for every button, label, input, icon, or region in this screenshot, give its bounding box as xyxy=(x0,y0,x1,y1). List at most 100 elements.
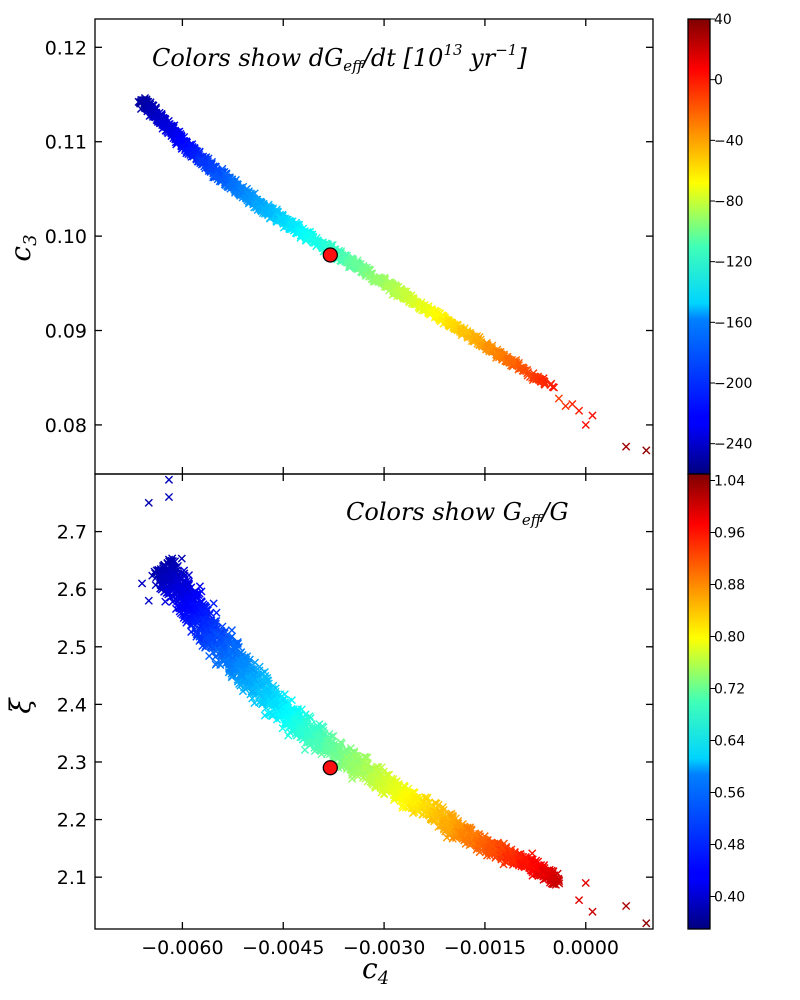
bottom-band-point xyxy=(209,599,218,608)
bottom-band-point xyxy=(250,675,259,684)
bottom-band-point xyxy=(342,752,351,762)
top-band-point xyxy=(392,288,401,297)
top-band-point xyxy=(497,353,507,362)
top-band-point xyxy=(178,141,187,151)
top-band-point xyxy=(492,351,502,360)
top-band-point xyxy=(200,156,209,166)
bottom-band-point xyxy=(218,622,227,631)
bottom-band-point xyxy=(170,557,180,566)
top-cb-tick-label: −160 xyxy=(714,315,752,331)
bottom-band-point xyxy=(271,687,280,696)
bottom-band-point xyxy=(157,585,166,594)
bottom-band-point xyxy=(161,597,170,606)
bottom-cb-tick-label: 0.40 xyxy=(714,890,745,906)
bottom-band-point xyxy=(228,653,237,662)
bottom-band-point xyxy=(191,603,200,612)
bottom-band-point xyxy=(180,569,189,578)
bottom-band-point xyxy=(183,616,192,625)
bottom-band-point xyxy=(195,582,205,591)
bottom-cb-tick-label: 0.48 xyxy=(714,838,745,854)
top-outlier-point xyxy=(622,442,631,451)
top-ytick-label: 0.11 xyxy=(45,132,87,154)
top-band-point xyxy=(217,174,226,184)
top-highlight-marker xyxy=(322,247,338,263)
x-axis-label: c4 xyxy=(362,952,389,989)
bottom-band-point xyxy=(361,764,370,773)
top-band-point xyxy=(222,172,231,182)
bottom-band-point xyxy=(227,669,236,678)
bottom-band-point xyxy=(164,587,173,597)
bottom-band-point xyxy=(323,737,332,746)
bottom-band-point xyxy=(431,798,440,808)
bottom-band-point xyxy=(342,746,352,755)
bottom-x-ticks: −0.0060 −0.0045 −0.0030 −0.0015 0.0000 xyxy=(141,474,619,959)
bottom-band-point xyxy=(173,574,182,583)
bottom-band-point xyxy=(359,773,368,782)
top-cb-tick-label: −120 xyxy=(714,255,752,271)
top-ytick-label: 0.08 xyxy=(45,415,87,437)
bottom-band-point xyxy=(212,608,221,617)
top-band-point xyxy=(167,129,177,138)
bottom-band-point xyxy=(173,586,182,595)
top-band-point xyxy=(312,237,321,246)
bottom-band-point xyxy=(346,764,355,773)
top-outlier-point xyxy=(581,420,590,430)
bottom-ytick-label: 2.3 xyxy=(57,752,87,774)
bottom-band-point xyxy=(405,798,414,807)
bottom-ytick-label: 2.5 xyxy=(57,637,87,659)
top-band-point xyxy=(398,288,408,297)
top-band-point xyxy=(228,180,237,189)
bottom-band-point xyxy=(353,755,362,764)
xtick-label: 0.0000 xyxy=(553,937,619,959)
bottom-band-point xyxy=(420,808,429,817)
top-outlier-point xyxy=(561,401,570,411)
xtick-label: −0.0030 xyxy=(343,937,425,959)
bottom-band-point xyxy=(263,685,272,694)
top-band-point xyxy=(228,177,237,186)
bottom-band-point xyxy=(164,575,174,584)
bottom-band-point xyxy=(157,573,167,582)
top-band-point xyxy=(482,345,491,354)
bottom-band-point xyxy=(196,635,205,644)
bottom-band-point xyxy=(467,826,476,835)
bottom-band-point xyxy=(366,771,375,780)
bottom-band-point xyxy=(501,853,510,862)
bottom-band-point xyxy=(353,752,362,761)
bottom-band-point xyxy=(227,626,236,635)
bottom-colorbar-frame xyxy=(687,473,711,930)
bottom-band-point xyxy=(199,629,209,638)
bottom-ytick-label: 2.6 xyxy=(57,579,87,601)
bottom-band-point xyxy=(436,809,445,818)
bottom-band-point xyxy=(197,602,207,611)
top-band-point xyxy=(286,217,296,227)
bottom-outlier-point xyxy=(588,907,597,916)
top-outlier-point xyxy=(642,446,651,455)
bottom-cb-tick-label: 0.72 xyxy=(714,682,745,698)
top-band-point xyxy=(532,374,541,383)
bottom-cb-tick-label: 0.88 xyxy=(714,578,745,594)
xtick-label: −0.0060 xyxy=(141,937,223,959)
top-y-ticks: 0.08 0.09 0.10 0.11 0.12 xyxy=(45,19,653,474)
bottom-band-point xyxy=(380,789,389,798)
top-band-point xyxy=(523,368,533,377)
bottom-band-point xyxy=(460,835,470,844)
top-band-point xyxy=(375,274,384,283)
top-band-point xyxy=(137,95,146,105)
bottom-band-point xyxy=(166,593,175,602)
bottom-band-point xyxy=(313,737,322,746)
bottom-band-point xyxy=(227,633,236,642)
bottom-band-point xyxy=(240,659,249,668)
bottom-band-point xyxy=(343,759,352,768)
top-cb-tick-label: −80 xyxy=(714,194,744,210)
top-cb-tick-label: 40 xyxy=(714,12,732,28)
bottom-outlier-point xyxy=(164,492,174,502)
bottom-band-point xyxy=(191,587,200,596)
top-band-point xyxy=(417,298,426,307)
bottom-band-point xyxy=(250,665,259,674)
bottom-plot-frame xyxy=(94,473,654,930)
bottom-band-point xyxy=(284,731,293,740)
bottom-outlier-point xyxy=(622,901,631,911)
bottom-band-point xyxy=(206,621,215,630)
bottom-band-point xyxy=(463,824,472,833)
top-outlier-point xyxy=(554,394,563,403)
